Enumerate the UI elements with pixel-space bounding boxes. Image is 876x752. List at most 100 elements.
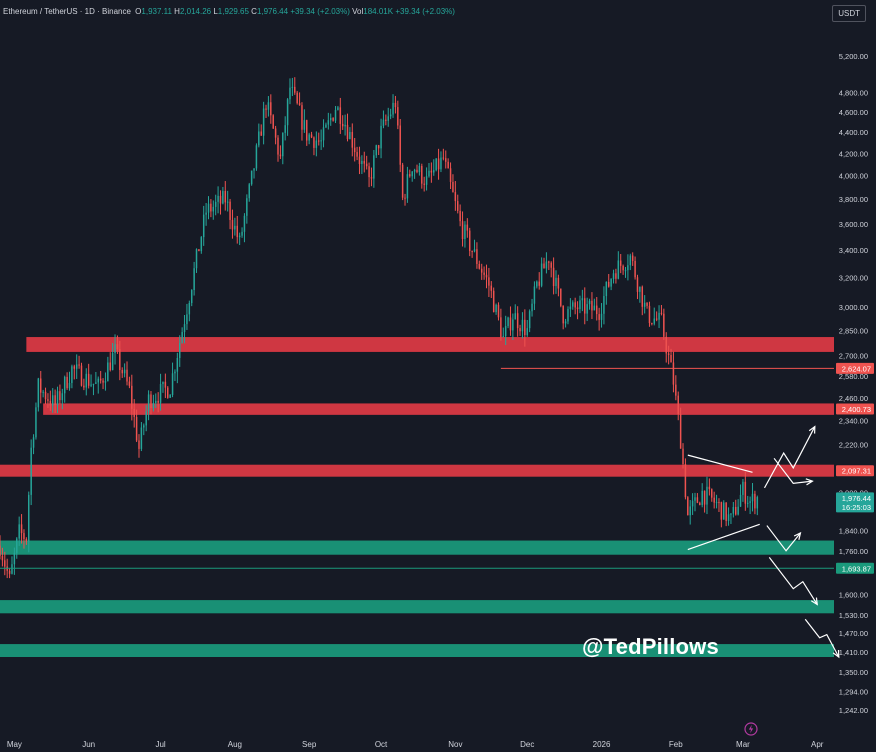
candle-body [83, 385, 85, 388]
candle-body [373, 155, 375, 179]
candle [504, 315, 507, 345]
candle-body [694, 497, 696, 501]
close-value: 1,976.44 [256, 7, 289, 16]
candle [459, 204, 461, 227]
candle-body [607, 281, 610, 287]
candle-body [104, 381, 107, 383]
candle [95, 371, 97, 385]
x-tick-label: Oct [375, 740, 388, 749]
candle-body [310, 134, 313, 138]
candle-body [47, 399, 49, 401]
candle-body [615, 273, 617, 279]
candle-body [485, 274, 488, 278]
candle [631, 252, 634, 266]
y-tick-label: 1,840.00 [839, 527, 868, 536]
projection-arrow-4 [804, 618, 840, 659]
candle [497, 302, 500, 321]
x-tick-label: Dec [520, 740, 534, 749]
candle-body [727, 514, 730, 521]
currency-button[interactable]: USDT [832, 5, 866, 22]
candle [404, 193, 406, 206]
candle [572, 300, 574, 310]
candle-body [202, 214, 205, 238]
candle-body [658, 312, 660, 320]
candle-body [226, 201, 229, 203]
candle-body [723, 502, 725, 520]
x-tick-label: Jun [82, 740, 95, 749]
vol-change-value: +39.34 (+2.03%) [395, 7, 455, 16]
candle-body [222, 191, 224, 204]
y-tick-label: 1,760.00 [839, 547, 868, 556]
candle [186, 303, 188, 330]
candle [286, 98, 289, 136]
candle-body [246, 198, 248, 216]
candle-body [39, 378, 42, 393]
candle-body [123, 369, 126, 374]
candle [344, 114, 346, 136]
candle [298, 92, 301, 106]
candle [485, 264, 488, 289]
candle [162, 381, 164, 393]
candle-body [294, 86, 296, 93]
candle [274, 125, 277, 145]
candle-body [653, 318, 656, 324]
candle-body [361, 160, 363, 165]
candle [521, 312, 524, 339]
candle-body [200, 237, 203, 252]
lightning-icon[interactable] [744, 722, 758, 736]
candle [147, 390, 150, 421]
candle-body [447, 161, 449, 169]
candle-body [600, 313, 603, 320]
candle-body [102, 380, 104, 383]
candle-body [167, 387, 169, 398]
candle [375, 144, 378, 158]
candle-body [531, 303, 533, 312]
candle [224, 181, 227, 211]
candle-body [68, 382, 71, 389]
candle-body [545, 261, 548, 269]
candle [715, 494, 718, 509]
candle [576, 301, 579, 320]
candle [222, 186, 224, 205]
candle [607, 273, 610, 288]
candle [164, 373, 167, 398]
candle [284, 116, 286, 141]
open-label: O [135, 7, 142, 16]
candle [47, 393, 49, 408]
candle-body [272, 115, 274, 129]
candle [699, 501, 701, 506]
y-tick-label: 3,000.00 [839, 303, 868, 312]
candle [126, 361, 128, 386]
candle [756, 495, 759, 516]
candle [658, 305, 660, 329]
candle-body [306, 120, 308, 141]
candle [689, 500, 691, 525]
candle [277, 135, 279, 162]
candle-body [603, 296, 605, 314]
candle [466, 218, 469, 238]
candle-body [744, 481, 747, 504]
candle-body [476, 249, 478, 264]
candle [754, 490, 756, 515]
candle [361, 155, 363, 175]
candle-body [20, 524, 23, 534]
candle-body [205, 212, 207, 215]
y-tick-label: 2,340.00 [839, 417, 868, 426]
candle-body [687, 497, 689, 516]
price-label-4: 1,693.87 [836, 562, 874, 574]
candle-body [258, 131, 260, 146]
candle-body [332, 117, 334, 121]
candle [202, 205, 205, 246]
candle [109, 352, 111, 372]
candle-body [42, 391, 44, 393]
candle-body [313, 137, 315, 148]
candle-body [28, 494, 30, 542]
candle-body [241, 231, 243, 236]
candle-body [524, 319, 526, 336]
candle [557, 274, 560, 297]
time-axis: May Jun Jul Aug Sep Oct Nov Dec 2026 Feb Mar Apr [7, 740, 824, 749]
candle [349, 127, 351, 140]
candle [49, 390, 52, 411]
candle [725, 502, 727, 527]
